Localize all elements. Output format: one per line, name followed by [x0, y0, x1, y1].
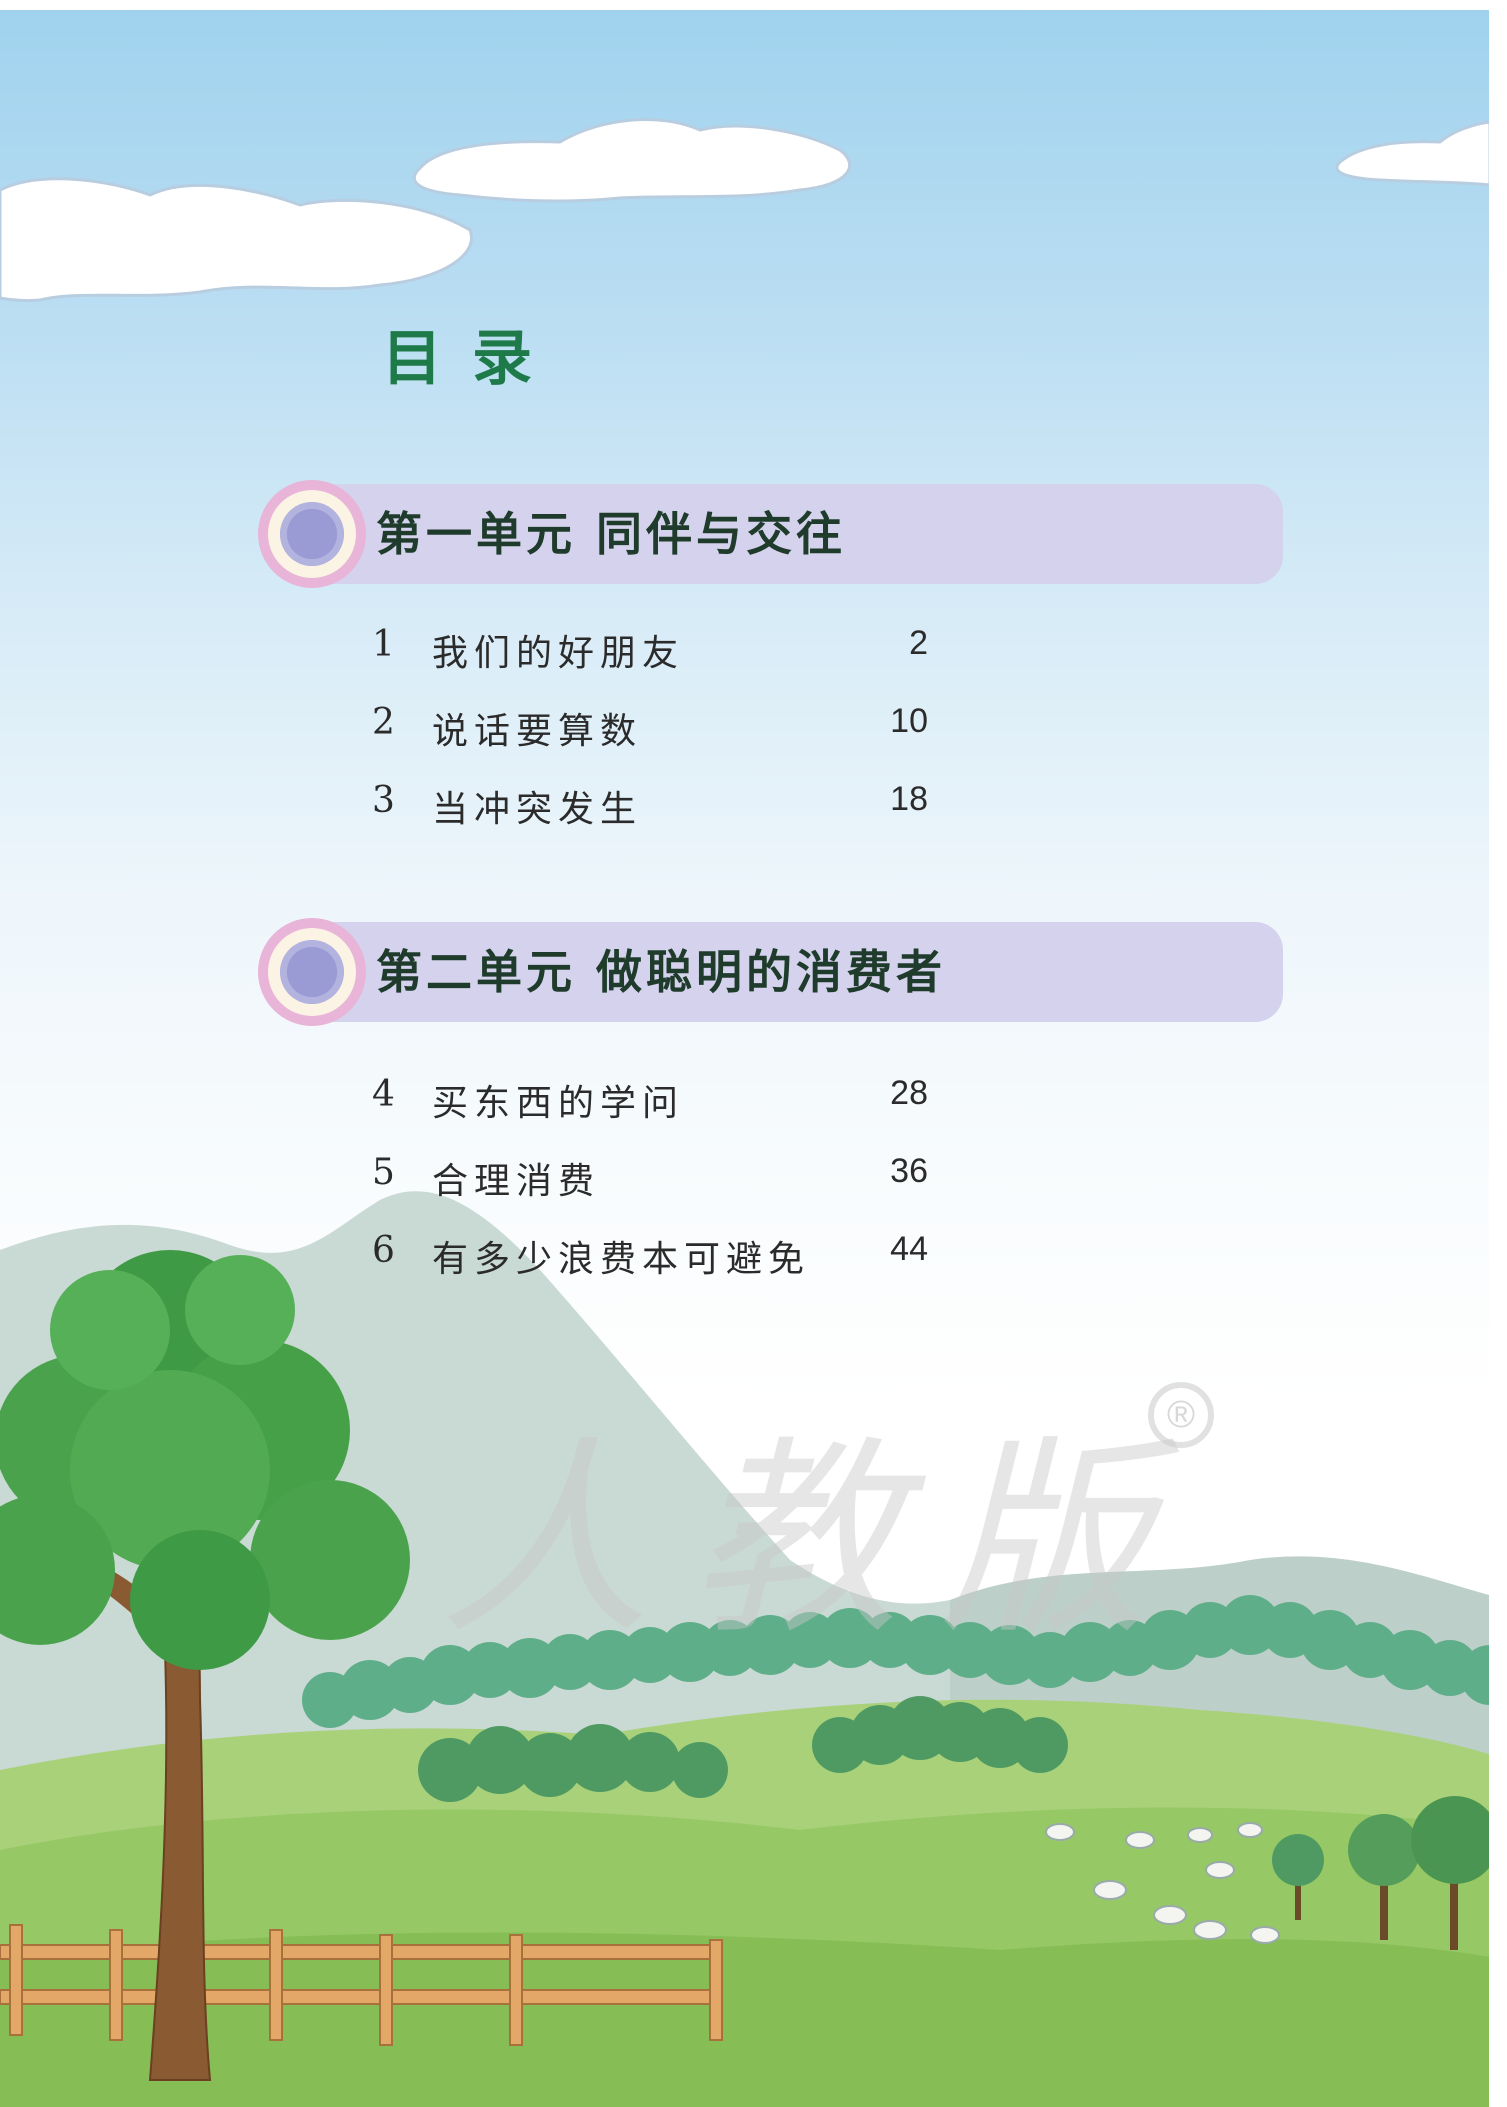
- lesson-name: 说话要算数: [432, 711, 643, 752]
- unit-header-1: 第一单元 同伴与交往: [258, 480, 1283, 588]
- trees-right: [1272, 1796, 1499, 1950]
- lesson-item[interactable]: 5 合理消费 36: [368, 1152, 928, 1230]
- cloud-right: [1335, 120, 1492, 187]
- lesson-item[interactable]: 1 我们的好朋友 2: [368, 624, 928, 702]
- tree-line-far: [302, 1595, 1507, 1728]
- lesson-name: 有多少浪费本可避免: [432, 1239, 811, 1280]
- big-tree: [0, 1250, 410, 2081]
- lesson-page: 28: [890, 1074, 928, 1112]
- unit-bar: [298, 484, 1283, 584]
- lesson-name: 合理消费: [432, 1161, 601, 1202]
- lesson-number: 1: [372, 624, 395, 665]
- flower-badge-icon: [258, 918, 366, 1026]
- unit-title: 第一单元 同伴与交往: [376, 507, 847, 561]
- lesson-number: 4: [372, 1074, 395, 1115]
- lesson-page: 18: [890, 780, 928, 818]
- page-right-margin: [1489, 0, 1507, 2107]
- lesson-item[interactable]: 3 当冲突发生 18: [368, 780, 928, 858]
- cloud-middle: [412, 118, 852, 203]
- lesson-page: 36: [890, 1152, 928, 1190]
- sheep-flock: [1045, 1822, 1280, 1944]
- toc-title: 目录: [382, 324, 562, 394]
- lesson-number: 6: [372, 1230, 395, 1271]
- lesson-number: 3: [372, 780, 395, 821]
- lesson-name: 当冲突发生: [432, 789, 643, 830]
- lesson-list-unit-1: 1 我们的好朋友 2 2 说话要算数 10 3 当冲突发生 18: [368, 624, 928, 858]
- cloud-left: [0, 177, 473, 303]
- lesson-page: 10: [890, 702, 928, 740]
- publisher-watermark: 人教版: [440, 1418, 1191, 1663]
- lesson-number: 5: [372, 1152, 395, 1193]
- lesson-item[interactable]: 4 买东西的学问 28: [368, 1074, 928, 1152]
- lesson-page: 2: [909, 624, 928, 662]
- hill-front: [0, 1807, 1507, 2107]
- flower-badge-icon: [258, 480, 366, 588]
- registered-trademark-icon: ®: [1148, 1382, 1214, 1448]
- lesson-page: 44: [890, 1230, 928, 1268]
- lesson-list-unit-2: 4 买东西的学问 28 5 合理消费 36 6 有多少浪费本可避免 44: [368, 1074, 928, 1308]
- lesson-item[interactable]: 6 有多少浪费本可避免 44: [368, 1230, 928, 1308]
- lesson-name: 我们的好朋友: [432, 633, 685, 674]
- lesson-number: 2: [372, 702, 395, 743]
- lesson-item[interactable]: 2 说话要算数 10: [368, 702, 928, 780]
- unit-header-2: 第二单元 做聪明的消费者: [258, 918, 1283, 1026]
- unit-bar: [298, 922, 1283, 1022]
- unit-title: 第二单元 做聪明的消费者: [376, 945, 947, 999]
- lesson-name: 买东西的学问: [432, 1083, 685, 1124]
- page-top-margin: [0, 0, 1507, 10]
- tree-cluster-middle: [418, 1696, 1068, 1802]
